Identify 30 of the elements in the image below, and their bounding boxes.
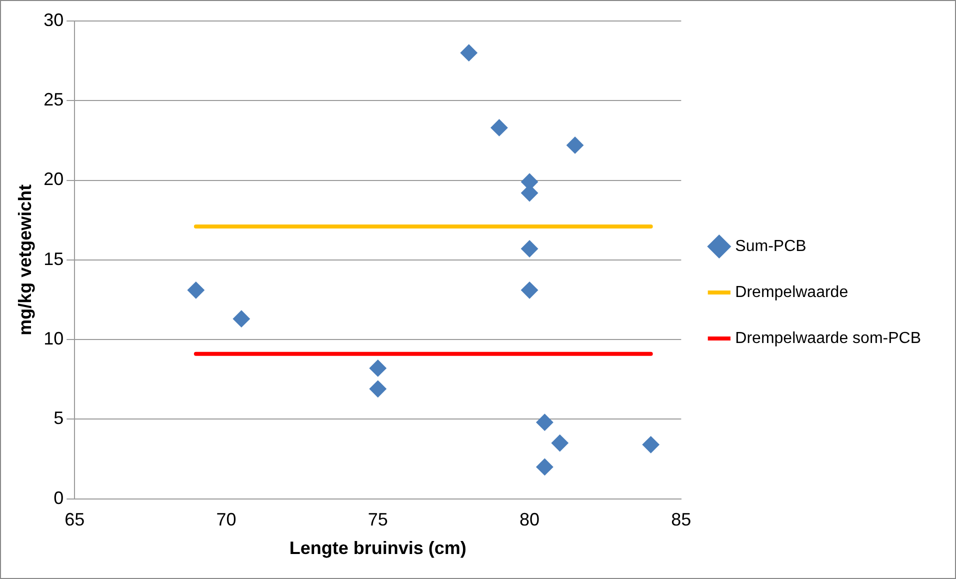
x-tick-label: 65 xyxy=(64,510,85,530)
point xyxy=(490,119,508,136)
point xyxy=(642,436,660,454)
y-tick-label: 30 xyxy=(44,10,64,30)
point xyxy=(566,136,584,154)
point xyxy=(536,458,554,476)
point xyxy=(460,44,478,62)
x-tick-label: 80 xyxy=(520,510,540,530)
y-tick-label: 10 xyxy=(44,328,64,348)
point xyxy=(187,282,204,299)
x-tick-label: 70 xyxy=(216,510,236,530)
x-tick-label: 85 xyxy=(671,510,692,530)
point xyxy=(551,434,568,452)
y-axis-title: mg/kg vetgewicht xyxy=(14,184,35,336)
point xyxy=(232,310,250,328)
point xyxy=(536,414,554,431)
point xyxy=(369,380,386,398)
y-tick-label: 5 xyxy=(54,408,64,428)
y-tick-label: 20 xyxy=(44,169,64,190)
point xyxy=(521,282,538,299)
legend-label: Drempelwaarde som-PCB xyxy=(735,330,922,347)
point xyxy=(521,240,538,258)
y-tick-label: 0 xyxy=(54,488,64,508)
legend-label: Sum-PCB xyxy=(735,238,806,255)
x-axis-title: Lengte bruinvis (cm) xyxy=(289,538,466,558)
x-tick-label: 75 xyxy=(368,510,388,530)
y-tick-label: 25 xyxy=(44,90,64,110)
point xyxy=(369,360,386,377)
y-tick-label: 15 xyxy=(44,248,64,269)
legend-label: Drempelwaarde xyxy=(735,284,848,301)
